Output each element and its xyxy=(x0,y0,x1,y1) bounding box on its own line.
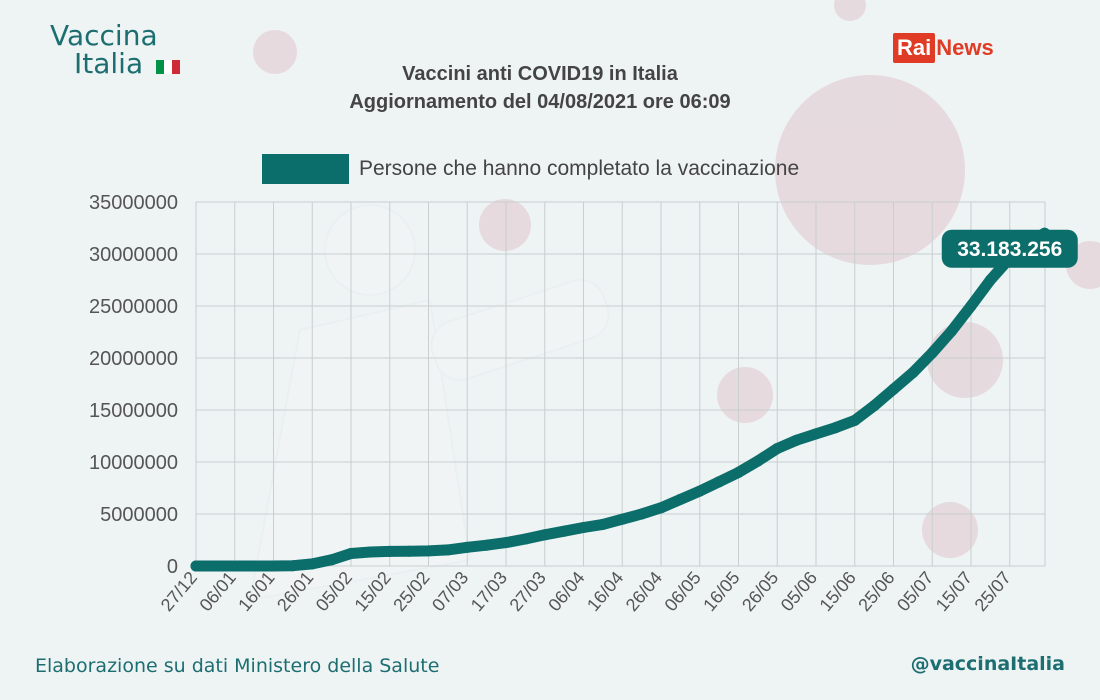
data-point xyxy=(345,548,357,559)
logo-line-2: Italia xyxy=(74,47,144,80)
x-tick-label: 05/02 xyxy=(312,568,356,615)
data-point xyxy=(461,541,473,553)
data-point xyxy=(364,546,376,558)
x-tick-label: 06/05 xyxy=(661,568,705,615)
data-point xyxy=(907,367,919,379)
data-point xyxy=(403,545,415,557)
data-point xyxy=(287,560,299,572)
vaccina-italia-logo: Vaccina Italia xyxy=(50,19,181,80)
x-tick-label: 05/07 xyxy=(893,568,937,615)
legend-swatch xyxy=(262,154,349,184)
news-logo-text: News xyxy=(936,35,994,60)
rai-logo-text: Rai xyxy=(893,33,936,63)
chart-subtitle: Aggiornamento del 04/08/2021 ore 06:09 xyxy=(349,91,731,113)
data-point xyxy=(616,513,628,525)
y-tick-label: 25000000 xyxy=(89,296,178,318)
x-tick-label: 05/06 xyxy=(777,568,821,615)
data-point xyxy=(713,476,725,488)
chart-title: Vaccini anti COVID19 in Italia xyxy=(402,63,678,85)
x-tick-label: 27/12 xyxy=(157,568,201,615)
data-point xyxy=(965,300,977,312)
y-tick-label: 5000000 xyxy=(100,504,178,526)
x-tick-label: 25/07 xyxy=(971,568,1015,615)
source-note: Elaborazione su dati Ministero della Sal… xyxy=(35,655,440,677)
data-point xyxy=(306,558,318,570)
x-tick-label: 27/03 xyxy=(506,568,550,615)
data-point xyxy=(694,485,706,497)
x-tick-label: 16/01 xyxy=(234,568,278,615)
y-tick-label: 10000000 xyxy=(89,452,178,474)
x-tick-label: 17/03 xyxy=(467,568,511,615)
data-point xyxy=(829,422,841,434)
y-tick-label: 30000000 xyxy=(89,244,178,266)
data-point xyxy=(519,533,531,545)
data-point xyxy=(481,539,493,551)
x-tick-label: 15/06 xyxy=(816,568,860,615)
data-point xyxy=(655,502,667,514)
x-tick-label: 25/02 xyxy=(389,568,433,615)
italian-flag-icon xyxy=(156,51,181,79)
chart-legend: Persone che hanno completato la vaccinaz… xyxy=(262,154,799,184)
data-point xyxy=(733,466,744,478)
x-tick-label: 26/01 xyxy=(273,568,317,615)
social-handle: @vaccinaItalia xyxy=(910,653,1065,675)
logo-line-1: Vaccina xyxy=(50,19,158,52)
data-point xyxy=(190,560,202,572)
x-tick-label: 16/04 xyxy=(583,568,627,615)
y-tick-label: 35000000 xyxy=(89,192,178,214)
y-tick-label: 0 xyxy=(167,556,178,578)
x-tick-label: 07/03 xyxy=(428,568,472,615)
data-point xyxy=(229,560,241,572)
data-point xyxy=(597,518,609,530)
data-point xyxy=(946,325,958,337)
data-point xyxy=(868,400,880,412)
data-point xyxy=(423,545,434,557)
data-point xyxy=(810,428,822,440)
rainews-logo: Rai News xyxy=(893,32,994,64)
x-tick-label: 26/05 xyxy=(738,568,782,615)
x-tick-label: 06/04 xyxy=(544,568,588,615)
x-tick-label: 06/01 xyxy=(196,568,240,615)
x-tick-label: 16/05 xyxy=(699,568,743,615)
data-point xyxy=(384,545,396,557)
x-tick-label: 26/04 xyxy=(622,568,666,615)
data-point xyxy=(926,347,938,359)
data-point xyxy=(636,508,648,520)
y-tick-label: 20000000 xyxy=(89,348,178,370)
data-point xyxy=(558,525,570,537)
data-point xyxy=(674,493,686,505)
data-point xyxy=(888,383,899,395)
legend-label: Persone che hanno completato la vaccinaz… xyxy=(359,157,800,180)
data-point xyxy=(326,554,338,566)
data-point xyxy=(771,443,783,454)
x-tick-label: 15/02 xyxy=(351,568,395,615)
x-tick-label: 15/07 xyxy=(932,568,976,615)
data-point xyxy=(442,544,454,556)
data-point xyxy=(752,455,764,467)
x-tick-label: 25/06 xyxy=(854,568,898,615)
data-point xyxy=(578,522,589,533)
data-point xyxy=(984,274,996,286)
data-point xyxy=(849,414,861,426)
y-tick-label: 15000000 xyxy=(89,400,178,422)
total-callout xyxy=(941,229,1078,268)
data-point xyxy=(268,560,279,572)
data-point xyxy=(500,537,512,549)
total-callout-label: 33.183.256 xyxy=(957,238,1062,261)
data-point xyxy=(791,434,803,446)
data-point xyxy=(539,529,551,541)
